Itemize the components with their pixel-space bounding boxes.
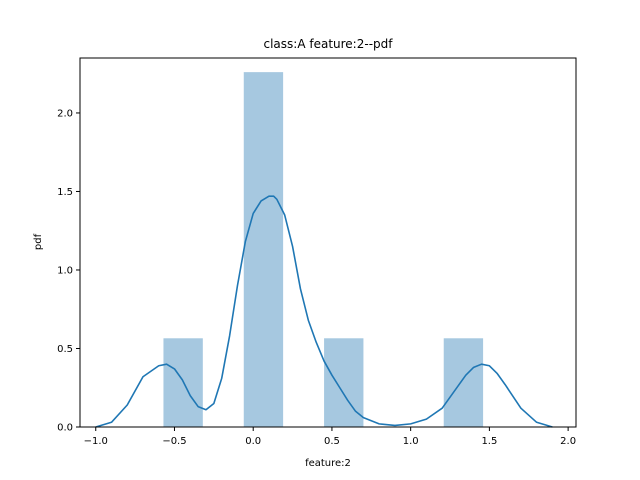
x-tick-label: −1.0 — [84, 436, 108, 447]
y-tick-label: 0.5 — [57, 344, 73, 355]
x-tick-label: 2.0 — [560, 436, 576, 447]
y-tick-label: 1.0 — [57, 265, 73, 276]
histogram-bar-2 — [243, 72, 284, 428]
y-axis: 0.0 0.5 1.0 1.5 2.0 — [57, 108, 80, 434]
y-tick-label: 0.0 — [57, 423, 73, 434]
y-tick-label: 1.5 — [57, 187, 73, 198]
chart-title: class:A feature:2--pdf — [264, 37, 394, 51]
y-tick-label: 2.0 — [57, 108, 73, 119]
x-tick-label: 0.5 — [324, 436, 340, 447]
x-tick-label: 1.0 — [403, 436, 419, 447]
x-tick-label: 0.0 — [245, 436, 261, 447]
histogram-bar-4 — [443, 338, 484, 427]
kde-line — [95, 195, 553, 428]
x-axis: −1.0 −0.5 0.0 0.5 1.0 1.5 2.0 — [84, 427, 576, 447]
x-axis-label: feature:2 — [305, 458, 351, 469]
x-tick-label: 1.5 — [481, 436, 497, 447]
x-tick-label: −0.5 — [162, 436, 186, 447]
axes-frame — [79, 57, 577, 428]
plot-area — [95, 72, 553, 428]
y-axis-label: pdf — [33, 233, 44, 250]
